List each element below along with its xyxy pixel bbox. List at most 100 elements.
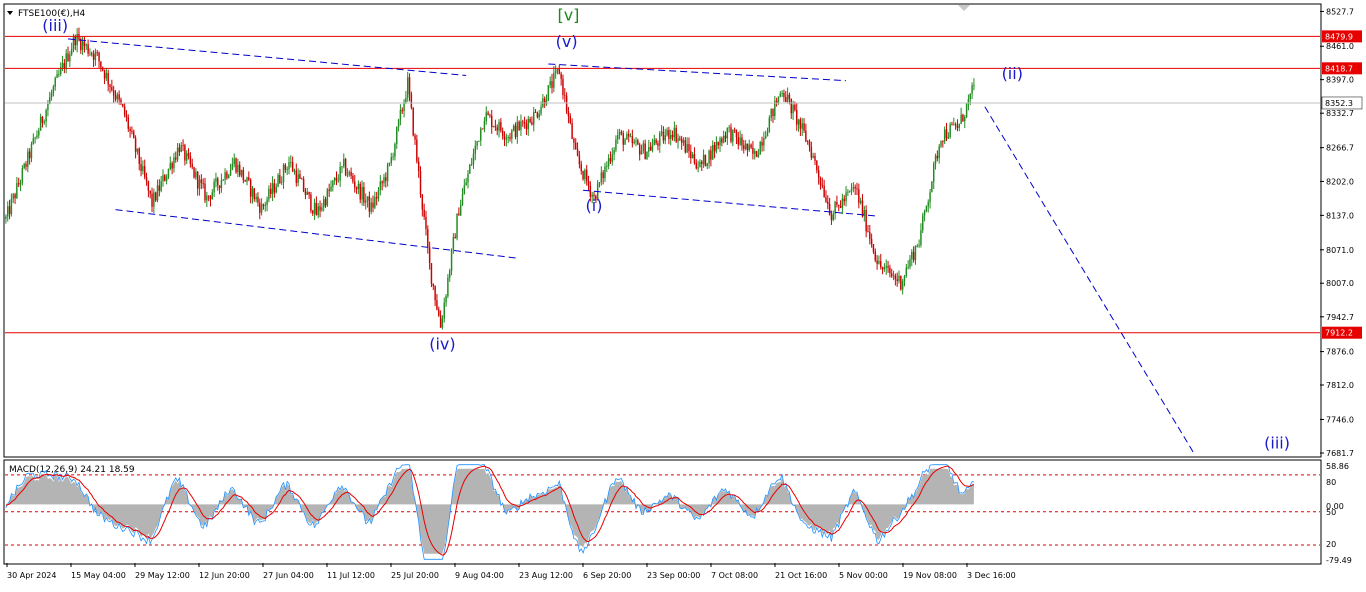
candle-body bbox=[123, 106, 126, 115]
candle-body bbox=[226, 172, 228, 178]
candle-body bbox=[792, 104, 794, 114]
candle-body bbox=[480, 128, 482, 141]
candle-body bbox=[375, 196, 378, 199]
candle-body bbox=[770, 108, 772, 118]
candle-body bbox=[12, 194, 14, 199]
price-tick-label: 7681.7 bbox=[1326, 449, 1354, 458]
wave-label: [v] bbox=[557, 6, 579, 25]
candle-body bbox=[523, 122, 526, 124]
macd-axis-label: 80 bbox=[1326, 478, 1336, 487]
candle-body bbox=[259, 202, 261, 213]
candle-body bbox=[145, 177, 148, 182]
candle-body bbox=[249, 179, 252, 197]
candle-body bbox=[918, 245, 920, 246]
candle-body bbox=[158, 185, 161, 191]
candle-body bbox=[328, 189, 330, 191]
candle-body bbox=[629, 136, 632, 138]
scroll-marker-icon[interactable] bbox=[958, 5, 970, 11]
candle-body bbox=[717, 141, 719, 146]
candle-body bbox=[660, 131, 663, 134]
time-tick-label: 7 Oct 08:00 bbox=[711, 571, 758, 580]
candle-body bbox=[430, 263, 433, 284]
candle-body bbox=[67, 53, 69, 62]
candle-body bbox=[785, 97, 787, 102]
candle-body bbox=[220, 179, 223, 189]
candle-body bbox=[162, 175, 164, 182]
candle-body bbox=[27, 151, 29, 167]
candle-body bbox=[715, 141, 718, 152]
candle-body bbox=[887, 266, 889, 268]
candle-body bbox=[775, 100, 778, 104]
candle-body bbox=[554, 70, 557, 74]
candle-body bbox=[153, 192, 155, 207]
candle-body bbox=[669, 134, 672, 139]
candle-body bbox=[560, 73, 562, 79]
candle-body bbox=[202, 183, 204, 184]
candle-body bbox=[525, 123, 528, 130]
candle-body bbox=[165, 176, 168, 181]
candle-body bbox=[182, 145, 184, 146]
candle-body bbox=[584, 169, 586, 180]
trend-line bbox=[67, 38, 467, 76]
candle-body bbox=[348, 171, 351, 175]
candle-body bbox=[491, 115, 493, 128]
candle-body bbox=[869, 231, 871, 240]
candle-body bbox=[427, 229, 429, 248]
candle-body bbox=[958, 123, 961, 128]
candle-body bbox=[633, 141, 635, 144]
level-tag-label: 7912.2 bbox=[1325, 329, 1353, 338]
candle-body bbox=[72, 36, 75, 50]
time-tick-label: 5 Nov 00:00 bbox=[839, 571, 888, 580]
candle-body bbox=[845, 192, 847, 202]
candle-body bbox=[675, 127, 677, 142]
candle-body bbox=[635, 140, 637, 142]
candle-body bbox=[441, 318, 444, 328]
time-tick-label: 21 Oct 16:00 bbox=[775, 571, 827, 580]
candle-body bbox=[558, 69, 561, 74]
candle-body bbox=[788, 94, 791, 99]
candle-body bbox=[69, 54, 71, 62]
wave-label: (iii) bbox=[42, 16, 68, 35]
candle-body bbox=[529, 118, 531, 123]
candle-body bbox=[136, 148, 139, 152]
candle-body bbox=[485, 112, 487, 122]
candle-body bbox=[229, 169, 232, 176]
candle-body bbox=[806, 141, 809, 143]
candle-body bbox=[448, 270, 451, 278]
candle-body bbox=[690, 151, 692, 158]
candle-body bbox=[279, 175, 281, 183]
candle-body bbox=[366, 196, 369, 201]
candle-body bbox=[507, 137, 509, 138]
candle-body bbox=[439, 315, 442, 328]
candle-body bbox=[631, 136, 634, 144]
candle-body bbox=[894, 275, 897, 280]
candle-body bbox=[91, 53, 93, 55]
price-tick-label: 8007.0 bbox=[1326, 279, 1354, 288]
candle-body bbox=[390, 157, 393, 163]
macd-axis-label: 0.00 bbox=[1326, 502, 1344, 511]
candle-body bbox=[582, 170, 584, 180]
candle-body bbox=[428, 247, 431, 264]
candle-body bbox=[61, 63, 64, 68]
candle-body bbox=[450, 249, 453, 271]
candle-body bbox=[516, 121, 519, 138]
candle-body bbox=[565, 95, 568, 112]
candle-body bbox=[54, 77, 56, 87]
candle-body bbox=[175, 157, 177, 160]
candle-body bbox=[458, 213, 460, 216]
candle-body bbox=[819, 177, 822, 185]
candle-body bbox=[571, 122, 573, 139]
candle-body bbox=[335, 177, 338, 181]
candle-body bbox=[21, 168, 24, 183]
candle-body bbox=[50, 92, 53, 97]
candle-body bbox=[803, 123, 805, 131]
candle-body bbox=[684, 140, 687, 153]
candle-body bbox=[406, 77, 409, 98]
candle-body bbox=[885, 266, 887, 268]
macd-histogram bbox=[5, 468, 974, 554]
symbol-dropdown-icon[interactable] bbox=[7, 11, 13, 15]
candle-body bbox=[333, 177, 336, 181]
candle-body bbox=[600, 172, 603, 183]
candle-body bbox=[452, 236, 455, 250]
